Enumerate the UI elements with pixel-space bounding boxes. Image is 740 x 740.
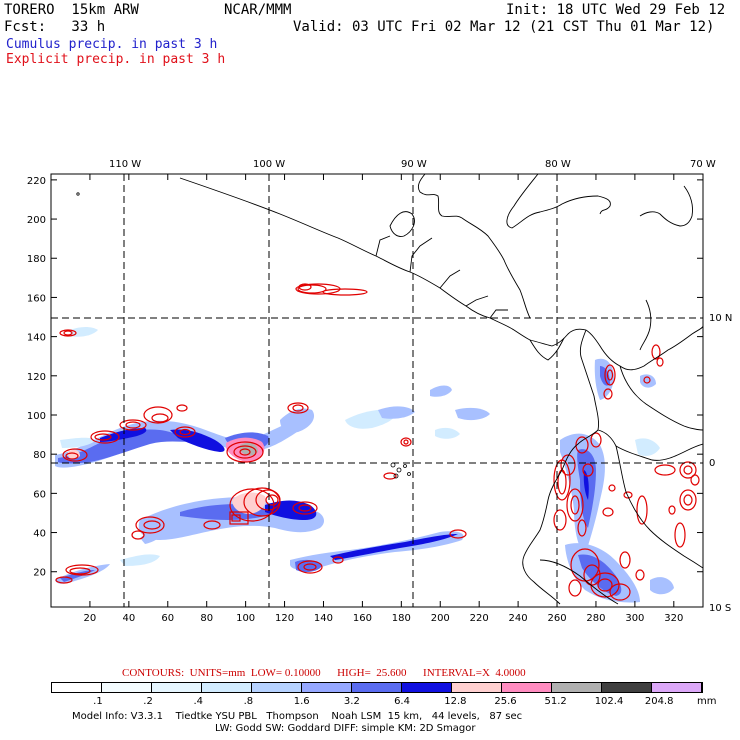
y-tick-label: 120 bbox=[27, 372, 46, 383]
x-axis: 20 40 60 80 100 120 140 160 180 200 220 240 260 280 30… bbox=[84, 174, 683, 624]
colorbar-swatch bbox=[302, 683, 352, 692]
contours-info: CONTOURS: UNITS=mm LOW= 0.10000 HIGH= 25… bbox=[122, 667, 526, 679]
x-tick-label: 80 bbox=[200, 613, 213, 624]
colorbar-tick-label: 102.4 bbox=[594, 696, 624, 707]
colorbar-swatch bbox=[52, 683, 102, 692]
y-tick-label: 200 bbox=[27, 215, 46, 226]
y-tick-label: 20 bbox=[33, 568, 46, 579]
island-outlines bbox=[76, 192, 411, 479]
y-tick-label: 140 bbox=[27, 333, 46, 344]
colorbar bbox=[51, 682, 703, 693]
lat-label-10n: 10 N bbox=[709, 313, 733, 324]
x-tick-label: 120 bbox=[275, 613, 294, 624]
colorbar-swatch bbox=[402, 683, 452, 692]
valid-time: Valid: 03 UTC Fri 02 Mar 12 (21 CST Thu … bbox=[293, 19, 715, 35]
x-tick-label: 160 bbox=[353, 613, 372, 624]
explicit-precip-contours bbox=[55, 283, 700, 601]
colorbar-tick-label: 1.6 bbox=[293, 696, 310, 707]
colorbar-swatch bbox=[452, 683, 502, 692]
x-tick-label: 300 bbox=[625, 613, 644, 624]
x-tick-label: 180 bbox=[392, 613, 411, 624]
colorbar-swatch bbox=[502, 683, 552, 692]
colorbar-tick-label: .4 bbox=[193, 696, 203, 707]
legend-explicit: Explicit precip. in past 3 h bbox=[6, 52, 226, 67]
colorbar-tick-label: .8 bbox=[243, 696, 254, 707]
x-tick-label: 100 bbox=[236, 613, 255, 624]
model-title: TORERO 15km ARW bbox=[4, 2, 139, 18]
x-tick-label: 220 bbox=[470, 613, 489, 624]
colorbar-swatch bbox=[202, 683, 252, 692]
x-tick-label: 40 bbox=[122, 613, 135, 624]
lon-label-110w: 110 W bbox=[109, 159, 142, 170]
colorbar-swatch bbox=[152, 683, 202, 692]
y-tick-label: 180 bbox=[27, 254, 46, 265]
x-tick-label: 60 bbox=[161, 613, 174, 624]
y-tick-label: 60 bbox=[33, 489, 46, 500]
y-tick-label: 100 bbox=[27, 411, 46, 422]
y-tick-label: 220 bbox=[27, 176, 46, 187]
colorbar-swatch bbox=[552, 683, 602, 692]
x-tick-label: 20 bbox=[84, 613, 97, 624]
legend-cumulus: Cumulus precip. in past 3 h bbox=[6, 37, 218, 52]
model-info: Model Info: V3.3.1 Tiedtke YSU PBL Thomp… bbox=[72, 711, 523, 722]
lon-label-80w: 80 W bbox=[545, 159, 571, 170]
org-label: NCAR/MMM bbox=[224, 2, 292, 18]
lon-label-70w: 70 W bbox=[690, 159, 716, 170]
forecast-hour: Fcst: 33 h bbox=[4, 19, 106, 35]
lon-label-100w: 100 W bbox=[253, 159, 286, 170]
lat-label-0: 0 bbox=[709, 458, 716, 469]
lat-label-10s: 10 S bbox=[709, 603, 732, 614]
colorbar-tick-label: .2 bbox=[143, 696, 153, 707]
x-tick-label: 260 bbox=[547, 613, 566, 624]
x-tick-label: 140 bbox=[314, 613, 333, 624]
colorbar-tick-label: 51.2 bbox=[544, 696, 567, 707]
plot-frame bbox=[50, 173, 704, 608]
x-tick-label: 320 bbox=[664, 613, 683, 624]
colorbar-swatch bbox=[252, 683, 302, 692]
y-tick-label: 160 bbox=[27, 293, 46, 304]
y-axis: 20 40 60 80 100 120 140 160 180 200 220 bbox=[27, 176, 703, 579]
colorbar-tick-label: 3.2 bbox=[343, 696, 360, 707]
x-tick-label: 200 bbox=[431, 613, 450, 624]
colorbar-tick-label: 12.8 bbox=[444, 696, 467, 707]
colorbar-ticks: .1 .2 .4 .8 1.6 3.2 6.4 12.8 25.6 51.2 102.4 204.8 bbox=[0, 696, 740, 708]
colorbar-tick-label: 25.6 bbox=[494, 696, 517, 707]
model-physics: LW: Godd SW: Goddard DIFF: simple KM: 2D… bbox=[215, 723, 476, 734]
colorbar-swatch bbox=[602, 683, 652, 692]
y-tick-label: 40 bbox=[33, 529, 46, 540]
colorbar-tick-label: 204.8 bbox=[644, 696, 674, 707]
init-time: Init: 18 UTC Wed 29 Feb 12 bbox=[506, 2, 726, 18]
lon-label-90w: 90 W bbox=[401, 159, 427, 170]
y-tick-label: 80 bbox=[33, 450, 46, 461]
latlon-grid bbox=[51, 174, 703, 607]
colorbar-swatch bbox=[652, 683, 702, 692]
colorbar-tick-label: 6.4 bbox=[394, 696, 410, 707]
x-tick-label: 240 bbox=[509, 613, 528, 624]
colorbar-tick-label: .1 bbox=[93, 696, 103, 707]
colorbar-swatch bbox=[102, 683, 152, 692]
x-tick-label: 280 bbox=[586, 613, 605, 624]
colorbar-swatch bbox=[352, 683, 402, 692]
coastlines bbox=[179, 174, 703, 605]
colorbar-unit: mm bbox=[697, 696, 717, 707]
